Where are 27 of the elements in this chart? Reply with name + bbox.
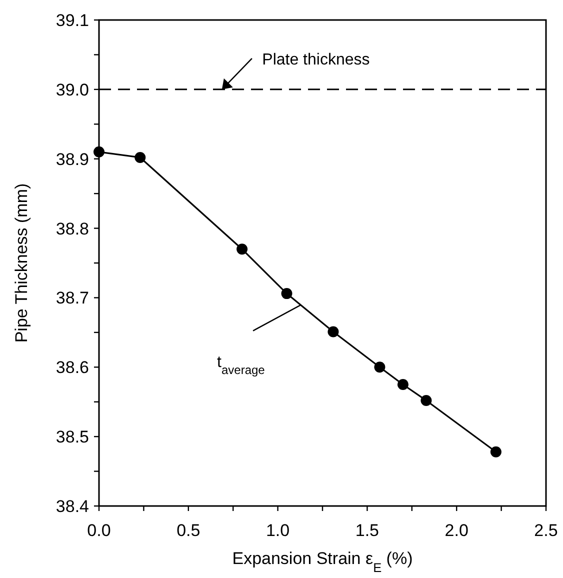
x-tick-label: 0.5 <box>176 521 200 540</box>
annotation: t$_{average}$ <box>217 354 266 377</box>
y-tick-label: 39.1 <box>56 11 89 30</box>
y-tick-label: 38.4 <box>56 497 89 516</box>
x-tick-label: 2.0 <box>444 521 468 540</box>
y-tick-label: 38.5 <box>56 428 89 447</box>
y-tick-label: 38.9 <box>56 150 89 169</box>
x-tick-label: 1.5 <box>355 521 380 540</box>
ref-line-label: Plate thickness <box>262 51 370 68</box>
point <box>94 146 104 158</box>
point <box>420 394 432 406</box>
point <box>328 326 339 338</box>
point <box>281 288 292 300</box>
x-tick-label: 1.0 <box>266 521 290 540</box>
y-tick-label: 38.6 <box>56 358 89 378</box>
y-axis-title: Pipe Thickness (mm) <box>12 183 31 343</box>
point <box>374 362 386 373</box>
y-tick-label: 38.8 <box>56 219 89 238</box>
y-tick-label: 39.0 <box>56 80 89 100</box>
point <box>236 244 248 255</box>
y-tick-label: 38.7 <box>56 288 89 308</box>
point <box>397 379 408 390</box>
point <box>490 446 502 458</box>
x-axis-title: Expansion Strain ε$_{E}$ (%) <box>232 549 413 574</box>
point <box>134 152 146 163</box>
x-tick-label: 0.0 <box>87 521 111 540</box>
x-tick-label: 2.5 <box>534 521 558 540</box>
